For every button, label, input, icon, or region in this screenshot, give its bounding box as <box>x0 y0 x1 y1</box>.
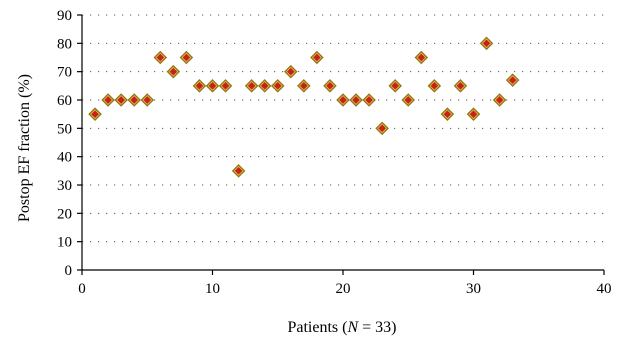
data-point-11 <box>218 79 233 93</box>
data-point-highlight-3 <box>116 94 127 106</box>
y-tick-label-40: 40 <box>57 150 72 166</box>
data-point-highlight-2 <box>103 94 114 106</box>
data-point-16 <box>284 64 298 79</box>
data-point-33 <box>505 73 520 87</box>
data-point-highlight-5 <box>142 94 153 106</box>
axes <box>77 14 605 275</box>
data-point-13 <box>244 79 259 93</box>
data-point-4 <box>127 93 141 107</box>
x-tick-label-10: 10 <box>205 281 220 297</box>
data-point-20 <box>336 93 350 107</box>
data-point-highlight-26 <box>416 52 427 63</box>
x-tick-label-40: 40 <box>597 281 612 297</box>
data-point-highlight-23 <box>377 123 388 134</box>
x-tick-label-0: 0 <box>78 281 86 297</box>
data-point-highlight-17 <box>298 80 309 91</box>
data-point-17 <box>297 79 311 93</box>
data-point-7 <box>166 64 181 79</box>
data-point-31 <box>479 36 494 51</box>
data-point-highlight-31 <box>481 38 492 49</box>
y-tick-labels: 0 10 20 30 40 50 60 70 80 90 <box>57 8 72 279</box>
data-point-highlight-28 <box>442 109 453 120</box>
data-point-21 <box>349 93 363 107</box>
data-point-highlight-16 <box>285 66 296 77</box>
x-axis-title-prefix: Patients ( <box>287 319 347 336</box>
data-point-highlight-11 <box>220 80 231 91</box>
data-point-highlight-9 <box>194 80 205 91</box>
data-point-highlight-20 <box>337 94 349 106</box>
data-point-highlight-8 <box>181 52 192 63</box>
data-point-6 <box>153 50 168 65</box>
y-tick-label-80: 80 <box>57 36 72 52</box>
data-point-highlight-18 <box>311 52 322 63</box>
data-point-1 <box>88 107 102 121</box>
data-point-highlight-1 <box>90 109 101 120</box>
data-point-highlight-32 <box>494 94 505 106</box>
data-point-25 <box>401 93 416 107</box>
x-axis-title-variable: N <box>346 319 359 336</box>
data-point-12 <box>231 164 246 178</box>
data-point-highlight-25 <box>403 94 414 106</box>
y-tick-label-0: 0 <box>65 263 73 279</box>
data-point-highlight-10 <box>207 80 218 91</box>
data-point-18 <box>310 50 324 65</box>
data-point-highlight-15 <box>272 80 283 91</box>
data-points <box>88 36 520 178</box>
data-point-highlight-4 <box>129 94 140 106</box>
data-point-highlight-19 <box>324 80 335 91</box>
data-point-highlight-7 <box>168 66 179 77</box>
data-point-highlight-12 <box>233 165 244 176</box>
y-axis-title: Postop EF fraction (%) <box>16 74 33 222</box>
data-point-23 <box>375 121 389 136</box>
y-tick-label-50: 50 <box>57 121 72 137</box>
x-tick-labels: 0 10 20 30 40 <box>78 281 611 297</box>
data-point-29 <box>453 79 468 93</box>
data-point-9 <box>192 79 207 93</box>
data-point-highlight-14 <box>259 80 270 91</box>
data-point-highlight-30 <box>468 109 479 120</box>
x-axis-title-suffix: = 33) <box>358 319 396 336</box>
data-point-highlight-27 <box>429 80 440 91</box>
data-point-highlight-6 <box>155 52 166 63</box>
data-point-26 <box>414 50 429 65</box>
grid-lines <box>82 14 604 243</box>
data-point-30 <box>466 107 481 121</box>
x-axis-title: Patients (N = 33) <box>287 319 396 336</box>
data-point-highlight-22 <box>364 94 375 106</box>
data-point-19 <box>323 79 337 93</box>
data-point-24 <box>388 79 402 93</box>
data-point-15 <box>270 79 285 93</box>
data-point-28 <box>440 107 455 121</box>
data-point-8 <box>179 50 194 65</box>
data-point-5 <box>140 93 155 107</box>
data-point-27 <box>427 79 442 93</box>
data-point-22 <box>362 93 376 107</box>
y-tick-label-60: 60 <box>57 93 72 109</box>
x-tick-label-20: 20 <box>336 281 351 297</box>
data-point-14 <box>257 79 272 93</box>
data-point-3 <box>114 93 128 107</box>
data-point-highlight-13 <box>246 80 257 91</box>
data-point-highlight-24 <box>390 80 401 91</box>
data-point-10 <box>205 79 220 93</box>
y-tick-label-20: 20 <box>57 206 72 222</box>
data-point-32 <box>492 93 507 107</box>
y-tick-label-90: 90 <box>57 8 72 24</box>
data-point-2 <box>101 93 115 107</box>
y-tick-label-70: 70 <box>57 65 72 81</box>
y-tick-label-30: 30 <box>57 178 72 194</box>
data-point-highlight-33 <box>507 75 518 86</box>
data-point-highlight-29 <box>455 80 466 91</box>
data-point-highlight-21 <box>351 94 362 106</box>
y-tick-label-10: 10 <box>57 235 72 251</box>
x-tick-label-30: 30 <box>466 281 481 297</box>
